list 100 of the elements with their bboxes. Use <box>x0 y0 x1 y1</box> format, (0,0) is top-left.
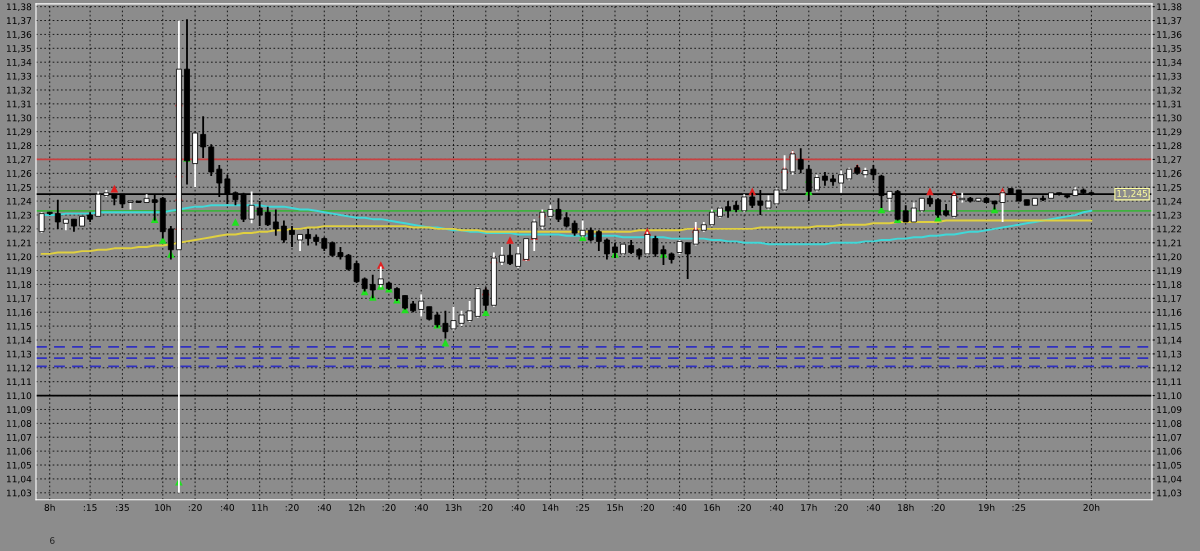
y-tick-label: 11,27 <box>6 156 32 164</box>
x-tick-label: :40 <box>221 504 235 511</box>
text: 11,05 <box>1157 461 1182 470</box>
y-tick-label: 11,28 <box>6 142 32 151</box>
y-tick-label: 11,20 <box>6 253 32 262</box>
text: 11,30 <box>1157 114 1182 123</box>
y-tick-label: 11,10 <box>6 392 32 401</box>
text: 11,15 <box>1157 322 1182 331</box>
text: 6 <box>50 537 55 544</box>
y-tick-label: 11,17 <box>6 295 32 303</box>
text: 11,23 <box>1157 211 1182 220</box>
y-tick-label: 11,15 <box>6 322 32 331</box>
x-tick-label: :20 <box>479 504 493 511</box>
x-tick-label: :40 <box>867 504 881 511</box>
text: 11,31 <box>1157 100 1182 109</box>
text: 11,24 <box>1157 197 1182 206</box>
x-tick-label: 8h <box>44 503 55 511</box>
text: 11,17 <box>1157 295 1182 303</box>
text: 11,27 <box>1157 156 1182 164</box>
y-tick-label: 11,04 <box>6 475 32 484</box>
x-tick-label: 19h <box>978 503 995 511</box>
y-tick-label: 11,35 <box>6 45 32 53</box>
text: 11,19 <box>1157 267 1182 276</box>
x-tick-label: :40 <box>318 504 331 511</box>
text: 11,26 <box>1157 170 1182 178</box>
y-tick-label: 11,03 <box>6 489 32 498</box>
y-tick-label: 11,19 <box>6 267 32 276</box>
y-tick-label: 11,05 <box>6 461 32 470</box>
y-tick-label: 11,36 <box>6 31 32 39</box>
y-tick-label: 11,08 <box>6 420 32 428</box>
text: 11,14 <box>1157 336 1182 345</box>
text: 11,37 <box>1157 17 1182 26</box>
text: 11,28 <box>1157 142 1182 151</box>
text: 11,12 <box>1157 364 1182 373</box>
text: 11,10 <box>1157 392 1182 401</box>
x-tick-label: 18h <box>898 503 914 511</box>
y-tick-label: 11,13 <box>6 350 32 359</box>
x-tick-label: 13h <box>445 503 462 511</box>
y-tick-label: 11,32 <box>6 86 31 95</box>
text: 11,38 <box>1157 3 1182 12</box>
x-tick-label: :20 <box>641 504 654 511</box>
text: 11,36 <box>1157 31 1182 39</box>
y-tick-label: 11,11 <box>6 378 31 387</box>
x-tick-label: 14h <box>542 503 559 511</box>
text: 11,21 <box>1157 239 1182 248</box>
x-tick-label: :20 <box>834 504 848 511</box>
text: 11,16 <box>1157 308 1182 317</box>
x-tick-label: :15 <box>83 504 97 511</box>
y-tick-label: 11,29 <box>6 128 32 137</box>
x-tick-label: :40 <box>673 504 687 511</box>
y-tick-label: 11,23 <box>6 211 32 220</box>
x-tick-label: :20 <box>382 504 396 511</box>
x-tick-label: 12h <box>348 503 365 511</box>
y-tick-label: 11,18 <box>6 281 32 289</box>
y-tick-label: 11,22 <box>6 225 31 234</box>
ref-line-label: 11,245 <box>1117 189 1148 198</box>
x-tick-label: :25 <box>576 504 590 511</box>
y-tick-label: 11,37 <box>6 17 32 26</box>
text: 11,29 <box>1157 128 1182 137</box>
x-tick-label: 11h <box>252 503 268 511</box>
text: 11,03 <box>1157 489 1182 498</box>
y-tick-label: 11,34 <box>6 58 32 67</box>
text: 11,33 <box>1157 72 1182 81</box>
y-tick-label: 11,26 <box>6 170 32 178</box>
y-tick-label: 11,24 <box>6 197 32 206</box>
text: 11,07 <box>1157 433 1182 442</box>
x-tick-label: :20 <box>188 504 202 511</box>
x-tick-label: 10h <box>155 503 171 511</box>
text: 11,04 <box>1157 475 1182 484</box>
x-tick-label: :20 <box>285 504 299 511</box>
y-tick-label: 11,30 <box>6 114 32 123</box>
text: 11,09 <box>1157 406 1182 414</box>
y-tick-label: 11,38 <box>6 3 32 12</box>
text: 11,20 <box>1157 253 1182 262</box>
x-tick-label: 20h <box>1083 503 1100 511</box>
text: 11,18 <box>1157 281 1182 289</box>
y-tick-label: 11,33 <box>6 72 32 81</box>
y-tick-label: 11,14 <box>6 336 32 345</box>
x-tick-label: :25 <box>1012 504 1026 511</box>
y-tick-label: 11,25 <box>6 183 32 192</box>
x-tick-label: 16h <box>704 503 720 511</box>
y-tick-label: 11,09 <box>6 406 32 414</box>
text: 11,25 <box>1157 183 1182 192</box>
text: 11,34 <box>1157 58 1182 67</box>
x-tick-label: :20 <box>931 504 945 511</box>
x-tick-label: :35 <box>116 504 129 511</box>
y-tick-label: 11,21 <box>6 239 31 248</box>
text: 11,13 <box>1157 350 1182 359</box>
y-tick-label: 11,06 <box>6 447 32 456</box>
text: 11,35 <box>1157 45 1182 53</box>
y-tick-label: 11,12 <box>6 364 31 373</box>
text: 11,08 <box>1157 420 1182 428</box>
text: 11,22 <box>1157 225 1182 234</box>
x-tick-label: :40 <box>511 504 525 511</box>
x-tick-label: 15h <box>607 503 623 511</box>
y-tick-label: 11,07 <box>6 433 32 442</box>
text: 11,06 <box>1157 447 1182 456</box>
x-tick-label: 17h <box>801 503 817 511</box>
text: 11,32 <box>1157 86 1182 95</box>
x-tick-label: :20 <box>737 504 751 511</box>
